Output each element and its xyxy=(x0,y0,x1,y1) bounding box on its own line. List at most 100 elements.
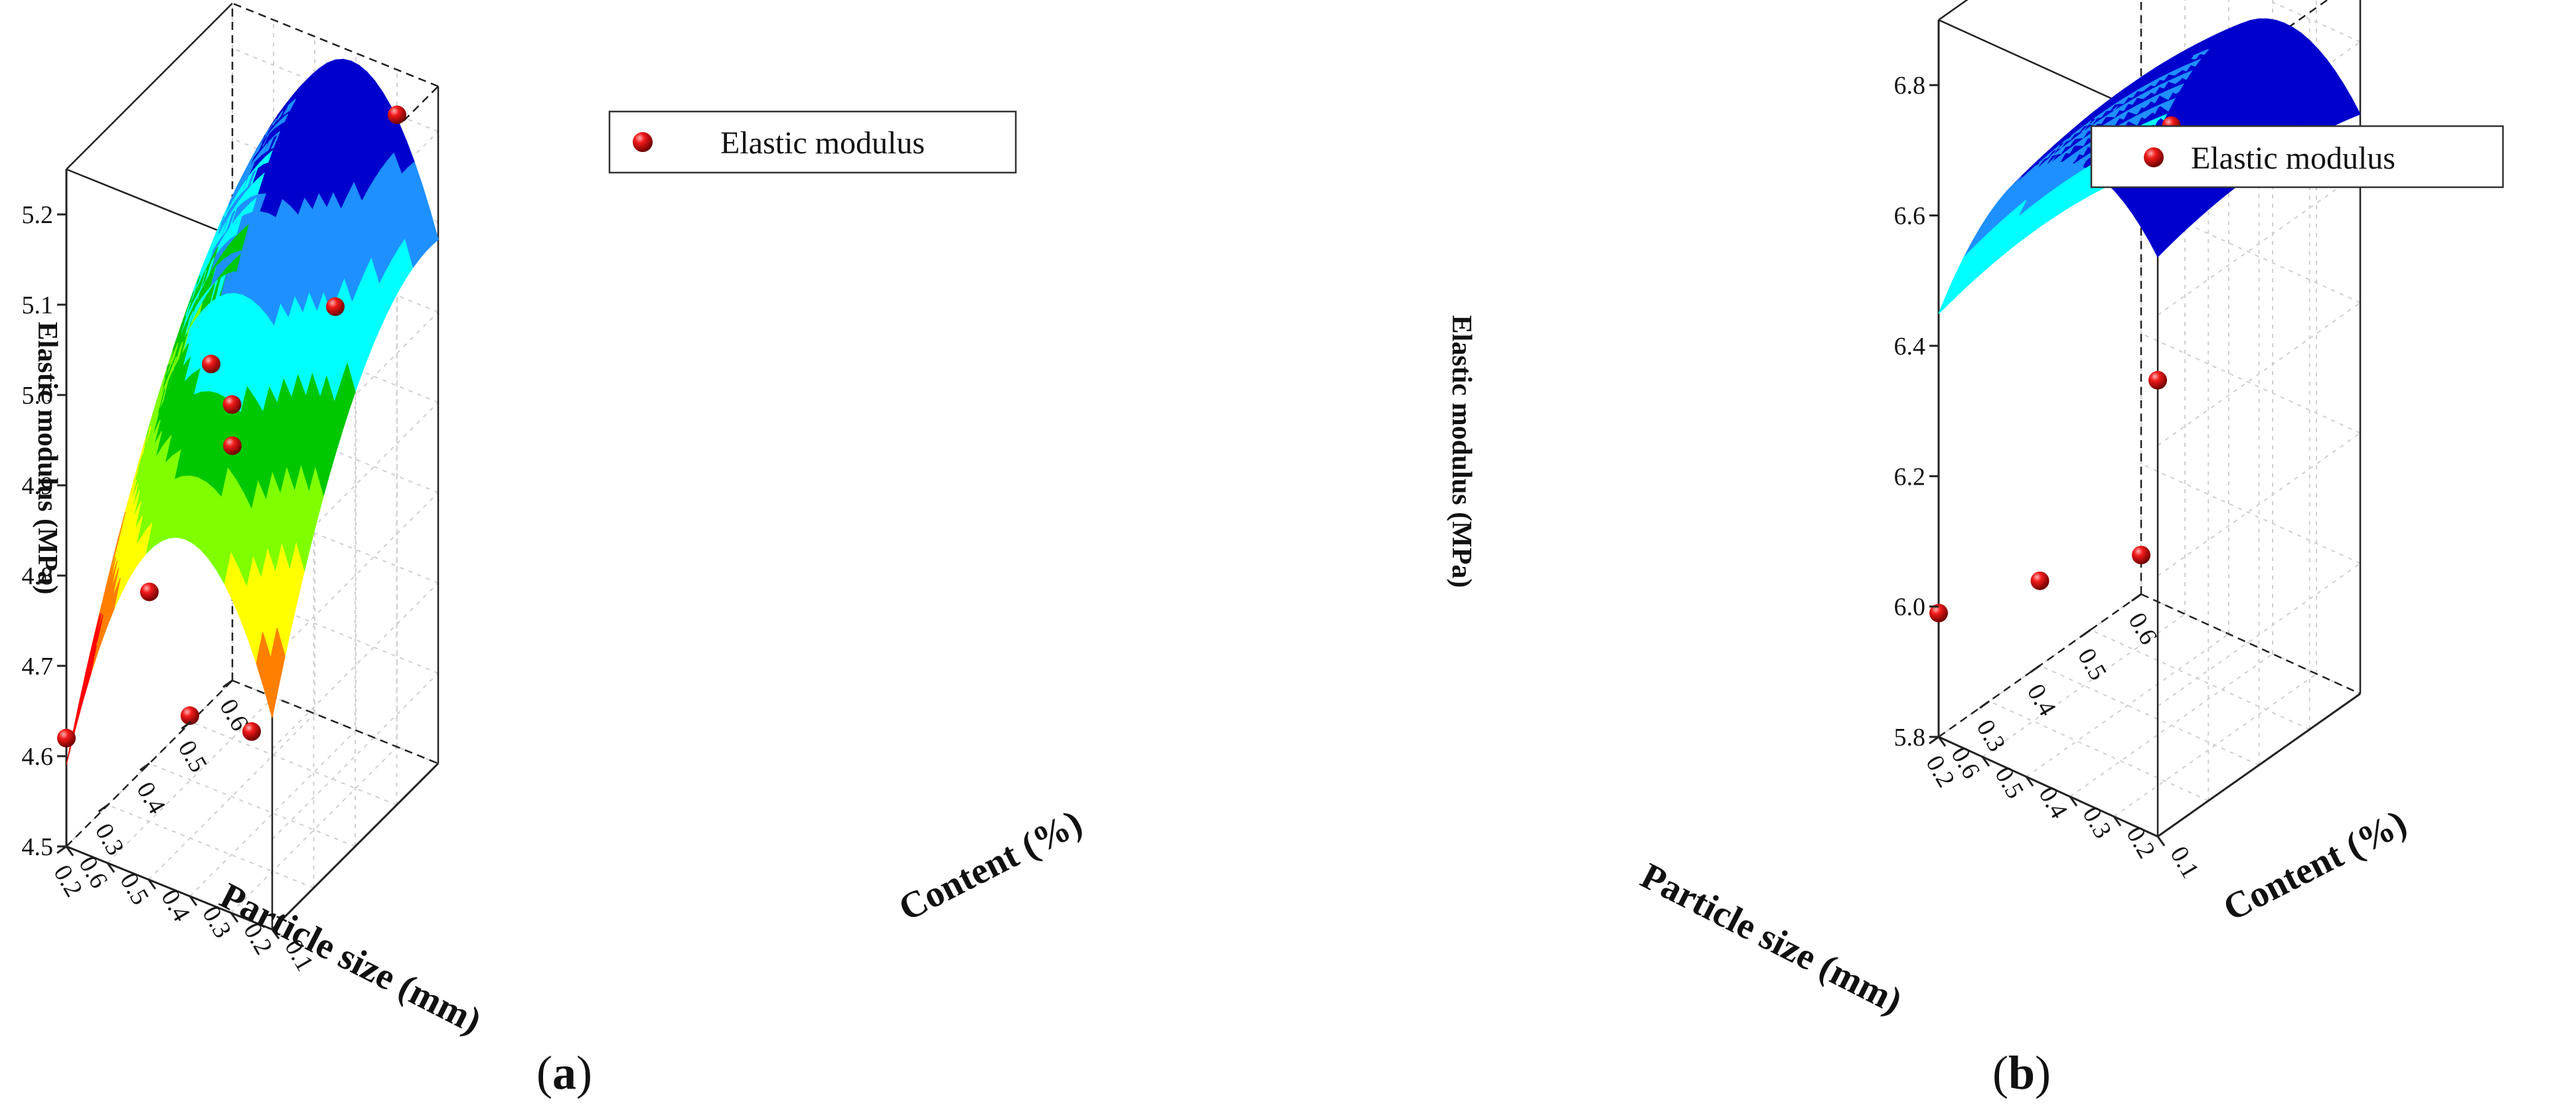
z-tick-label: 4.7 xyxy=(22,653,54,680)
x-tick-label: 0.5 xyxy=(114,868,154,910)
z-tick-label: 6.2 xyxy=(1894,463,1926,491)
grid-line xyxy=(2140,202,2361,303)
grid-line xyxy=(189,730,357,897)
grid-line xyxy=(2140,333,2361,434)
data-point xyxy=(181,706,199,725)
z-tick-label: 5.1 xyxy=(22,291,54,319)
z-axis-title: Elastic modulus (MPa) xyxy=(1446,315,1477,588)
box-edge xyxy=(232,679,439,765)
y-axis-title: Content (%) xyxy=(2217,802,2413,929)
grid-line xyxy=(2140,463,2361,564)
x-tick-mark xyxy=(1981,756,1990,767)
x-tick-mark xyxy=(65,846,74,856)
data-points xyxy=(57,106,406,748)
grid-line xyxy=(2157,432,2361,577)
y-tick-label: 0.4 xyxy=(2022,679,2061,720)
data-point xyxy=(326,297,345,316)
box-edge xyxy=(1938,0,1969,21)
box-edge xyxy=(232,2,439,88)
grid-line xyxy=(66,680,233,847)
grid-line xyxy=(2157,171,2361,316)
x-tick-label: 0.3 xyxy=(2077,802,2117,843)
y-tick-mark xyxy=(2080,629,2091,637)
grid-line xyxy=(2157,302,2361,446)
legend-label: Elastic modulus xyxy=(720,125,925,161)
data-point xyxy=(2148,370,2167,390)
z-tick-label: 6.6 xyxy=(1894,202,1926,230)
data-point xyxy=(1929,603,1948,623)
x-tick-mark xyxy=(230,912,239,923)
legend-label: Elastic modulus xyxy=(2191,141,2395,176)
x-tick-label: 0.4 xyxy=(155,885,195,926)
grid-line xyxy=(272,582,439,750)
legend: Elastic modulus xyxy=(608,110,1017,174)
x-tick-mark xyxy=(2156,836,2166,846)
z-tick-label: 4.9 xyxy=(22,472,54,500)
surface-patch xyxy=(2148,232,2166,258)
data-point xyxy=(223,436,242,455)
x-tick-label: 0.5 xyxy=(1989,762,2029,803)
y-tick-mark xyxy=(2030,665,2041,673)
surface-patch xyxy=(264,658,280,718)
caption-b: (b) xyxy=(1992,1046,2051,1099)
y-tick-mark xyxy=(1929,736,1939,745)
z-tick-label: 4.6 xyxy=(22,743,54,771)
legend: Elastic modulus xyxy=(2090,125,2504,189)
response-surface xyxy=(66,58,439,765)
x-tick-mark xyxy=(2113,816,2122,827)
x-tick-mark xyxy=(271,929,280,939)
z-tick-label: 6.0 xyxy=(1894,594,1926,621)
x-tick-mark xyxy=(2069,796,2078,807)
y-tick-mark xyxy=(1979,700,1990,709)
chart-a: 0.10.20.30.40.50.60.20.30.40.50.64.54.64… xyxy=(22,2,1089,1099)
x-tick-label: 0.1 xyxy=(2164,842,2204,883)
grid-line xyxy=(2040,665,2259,766)
data-point xyxy=(57,728,76,748)
grid-line xyxy=(148,713,315,880)
x-tick-mark xyxy=(1937,736,1947,747)
legend-marker xyxy=(633,132,653,152)
grid-line xyxy=(2157,562,2361,707)
box-edge xyxy=(2140,593,2361,695)
x-tick-mark xyxy=(189,896,198,906)
y-tick-mark xyxy=(56,845,67,854)
legend-marker xyxy=(2144,147,2164,167)
z-tick-label: 5.2 xyxy=(22,201,54,229)
grid-line xyxy=(272,673,439,840)
grid-line xyxy=(1988,700,2209,802)
data-point xyxy=(202,355,220,374)
z-tick-label: 5.8 xyxy=(1894,724,1926,752)
grid-line xyxy=(272,492,439,659)
z-tick-label: 4.5 xyxy=(22,833,54,861)
y-tick-mark xyxy=(139,762,150,771)
surface-patch xyxy=(1938,285,1955,314)
caption-a: (a) xyxy=(536,1046,592,1099)
data-point xyxy=(2030,571,2050,590)
y-tick-label: 0.5 xyxy=(2072,644,2112,685)
y-tick-mark xyxy=(181,721,192,730)
x-tick-label: 0.2 xyxy=(2121,822,2160,863)
data-point xyxy=(242,722,261,741)
data-point xyxy=(388,106,406,124)
grid-line xyxy=(2090,629,2310,730)
box-edge xyxy=(66,3,233,170)
grid-line xyxy=(2026,633,2229,777)
z-axis-title: Elastic modulus (MPa) xyxy=(32,322,62,595)
x-axis-line xyxy=(1938,736,2158,838)
grid-line xyxy=(230,746,398,913)
y-tick-mark xyxy=(2131,593,2142,602)
x-tick-label: 0.4 xyxy=(2033,782,2073,823)
x-axis-title: Particle size (mm) xyxy=(1635,855,1909,1022)
z-tick-label: 6.4 xyxy=(1894,333,1926,360)
z-tick-label: 5.0 xyxy=(22,382,54,410)
grid-line xyxy=(1982,613,2186,757)
x-axis-line xyxy=(66,845,273,931)
chart-b: 0.10.20.30.40.50.60.20.30.40.50.65.86.06… xyxy=(1446,0,2504,1099)
x-tick-mark xyxy=(2025,776,2034,787)
y-tick-mark xyxy=(222,679,233,688)
y-axis-title: Content (%) xyxy=(892,802,1089,929)
y-tick-label: 0.4 xyxy=(131,777,171,819)
x-tick-mark xyxy=(147,879,157,890)
grid-line xyxy=(2266,0,2361,43)
